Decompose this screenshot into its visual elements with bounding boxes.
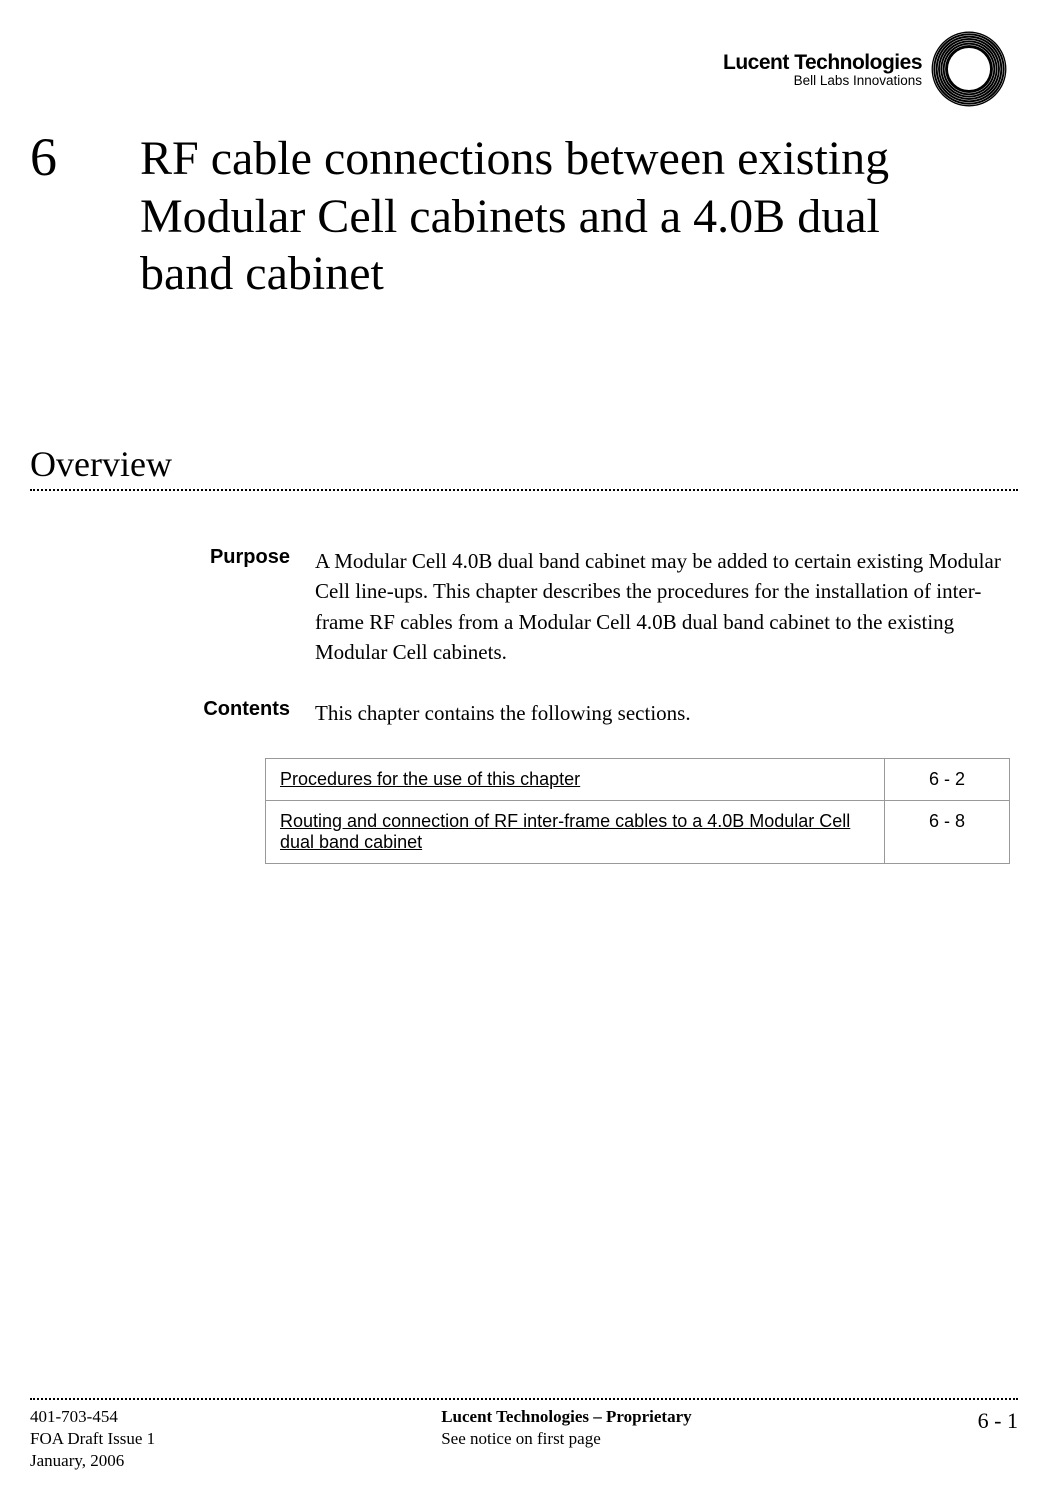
contents-intro: This chapter contains the following sect… — [315, 698, 691, 728]
page-number: 6 - 1 — [978, 1406, 1018, 1434]
purpose-text: A Modular Cell 4.0B dual band cabinet ma… — [315, 546, 1015, 668]
doc-number: 401-703-454 — [30, 1406, 155, 1428]
page-footer: 401-703-454 FOA Draft Issue 1 January, 2… — [30, 1398, 1018, 1472]
chapter-header: 6 RF cable connections between existing … — [30, 130, 1018, 303]
brand-logo: Lucent Technologies Bell Labs Innovation… — [723, 30, 1008, 108]
table-row: Routing and connection of RF inter-frame… — [266, 800, 1010, 863]
toc-entry-title[interactable]: Procedures for the use of this chapter — [266, 758, 885, 800]
chapter-title: RF cable connections between existing Mo… — [140, 130, 960, 303]
chapter-number: 6 — [30, 130, 80, 184]
footer-divider — [30, 1398, 1018, 1400]
doc-issue: FOA Draft Issue 1 — [30, 1428, 155, 1450]
purpose-block: Purpose A Modular Cell 4.0B dual band ca… — [30, 546, 1018, 668]
toc-entry-page: 6 - 2 — [885, 758, 1010, 800]
brand-name: Lucent Technologies — [723, 51, 922, 75]
purpose-label: Purpose — [185, 546, 315, 668]
proprietary-label: Lucent Technologies – Proprietary — [441, 1406, 691, 1428]
brand-ring-icon — [930, 30, 1008, 108]
footer-row: 401-703-454 FOA Draft Issue 1 January, 2… — [30, 1406, 1018, 1472]
footer-mid: Lucent Technologies – Proprietary See no… — [441, 1406, 691, 1450]
proprietary-notice: See notice on first page — [441, 1428, 691, 1450]
contents-block: Contents This chapter contains the follo… — [30, 698, 1018, 728]
overview-divider — [30, 489, 1018, 491]
toc-entry-title[interactable]: Routing and connection of RF inter-frame… — [266, 800, 885, 863]
brand-subtitle: Bell Labs Innovations — [723, 73, 922, 88]
table-row: Procedures for the use of this chapter 6… — [266, 758, 1010, 800]
overview-heading: Overview — [30, 443, 1018, 485]
footer-left: 401-703-454 FOA Draft Issue 1 January, 2… — [30, 1406, 155, 1472]
contents-label: Contents — [185, 698, 315, 728]
contents-table: Procedures for the use of this chapter 6… — [265, 758, 1010, 864]
toc-entry-page: 6 - 8 — [885, 800, 1010, 863]
brand-text: Lucent Technologies Bell Labs Innovation… — [723, 51, 922, 88]
doc-date: January, 2006 — [30, 1450, 155, 1472]
